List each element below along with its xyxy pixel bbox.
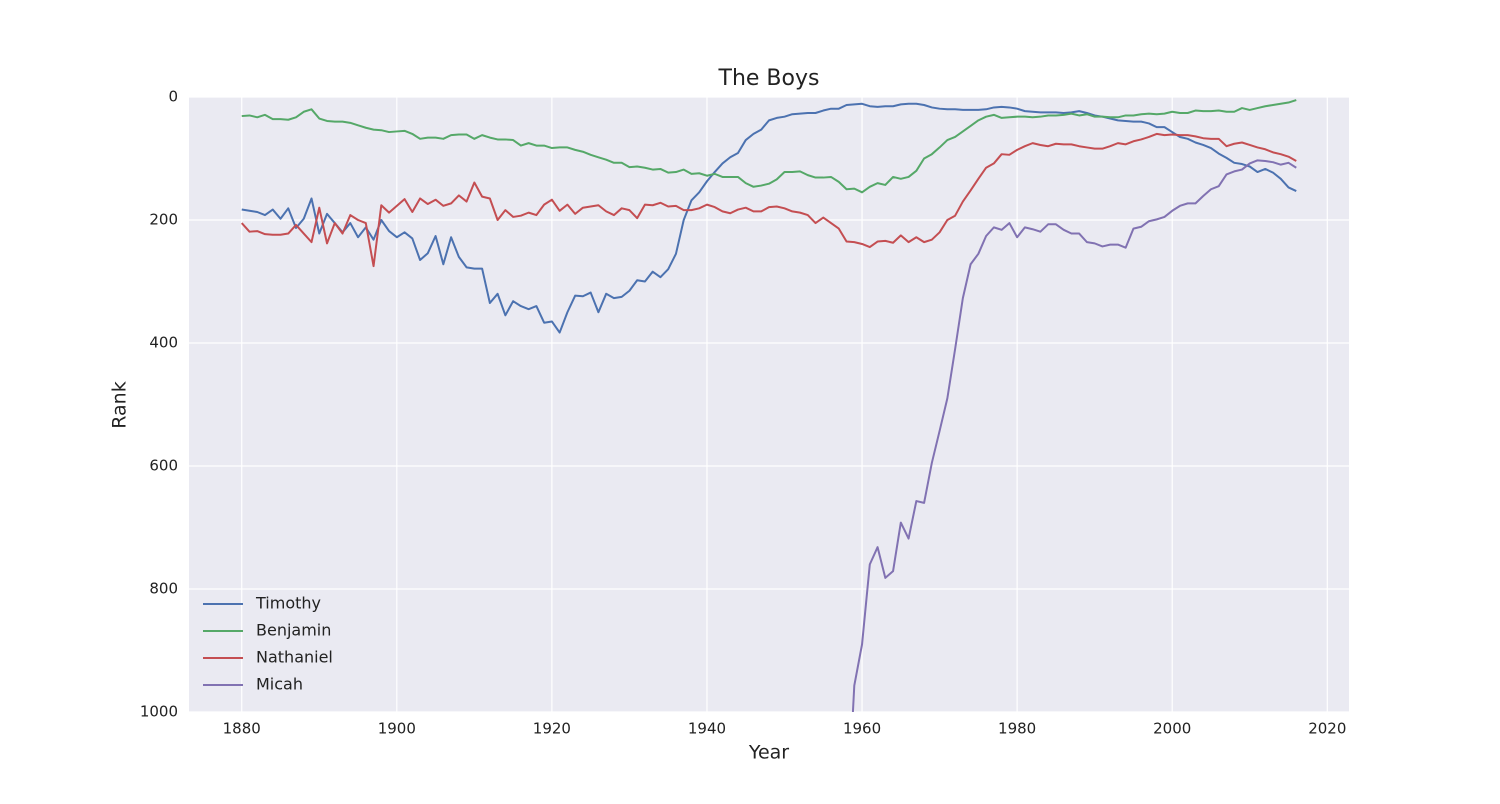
- legend-label: Timothy: [255, 594, 321, 613]
- x-tick-label: 1940: [688, 720, 726, 738]
- x-tick-label: 1880: [223, 720, 261, 738]
- line-series: [851, 159, 1297, 712]
- x-tick-label: 2020: [1308, 720, 1346, 738]
- y-tick-label: 600: [149, 457, 178, 475]
- x-tick-label: 1920: [533, 720, 571, 738]
- x-tick-label: 1960: [843, 720, 881, 738]
- y-tick-label: 1000: [140, 703, 178, 721]
- plot-area: [189, 97, 1349, 712]
- legend-label: Benjamin: [256, 621, 331, 640]
- line-series: [241, 102, 1297, 334]
- legend-label: Nathaniel: [256, 648, 333, 667]
- legend-label: Micah: [256, 675, 303, 694]
- line-series: [241, 99, 1297, 194]
- x-tick-label: 1980: [998, 720, 1036, 738]
- x-tick-label: 2000: [1153, 720, 1191, 738]
- x-tick-label: 1900: [378, 720, 416, 738]
- y-tick-label: 0: [168, 88, 178, 106]
- y-tick-label: 200: [149, 211, 178, 229]
- y-axis-label: Rank: [109, 381, 131, 428]
- line-series: [240, 132, 1297, 268]
- y-tick-label: 400: [149, 334, 178, 352]
- y-tick-label: 800: [149, 580, 178, 598]
- x-axis-label: Year: [748, 742, 789, 764]
- chart-title: The Boys: [718, 66, 820, 91]
